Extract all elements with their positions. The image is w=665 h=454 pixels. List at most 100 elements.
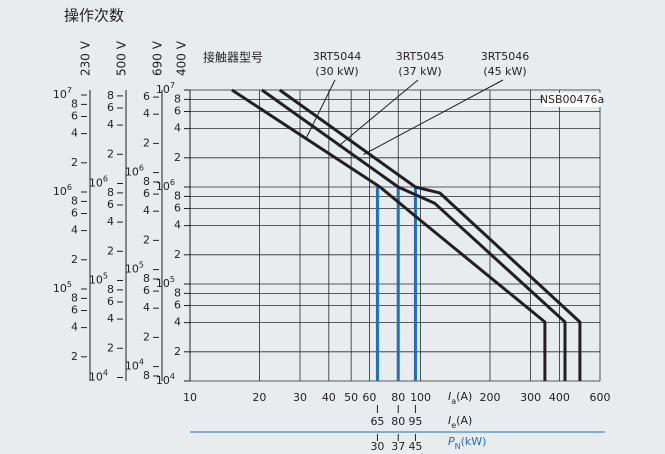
legend-name: 3RT5045 xyxy=(396,50,445,63)
tick-base: 10 xyxy=(125,360,139,373)
axis-tick-label: 6 xyxy=(143,284,150,297)
x-tick-label: 200 xyxy=(479,391,500,404)
x-tick-label: 600 xyxy=(590,391,611,404)
y-tick-label: 2 xyxy=(174,345,181,358)
ie-axis-title: Ie(A) xyxy=(448,414,472,430)
x-tick-label: 50 xyxy=(344,391,358,404)
axis-tick-label: 4 xyxy=(71,224,78,237)
y-tick-label: 6 xyxy=(174,299,181,312)
axis-tick-label: 4 xyxy=(107,215,114,228)
axis-tick-label: 6 xyxy=(107,101,114,114)
axis-tick-label: 106 xyxy=(125,163,144,179)
y-tick-label: 8 xyxy=(174,286,181,299)
axis-tick-label: 2 xyxy=(107,244,114,257)
y-tick-label: 4 xyxy=(174,122,181,135)
legend-title: 接触器型号 xyxy=(203,50,263,65)
axis-tick-label: 8 xyxy=(107,283,114,296)
x-tick-label: 400 xyxy=(549,391,570,404)
axis-tick-label: 4 xyxy=(71,127,78,140)
tick-exponent: 5 xyxy=(139,260,144,269)
tick-exponent: 6 xyxy=(67,182,72,191)
tick-base: 10 xyxy=(53,88,67,101)
y-tick-label: 104 xyxy=(156,372,175,388)
y-tick-label: 6 xyxy=(174,202,181,215)
axis-tick-label: 8 xyxy=(143,369,150,382)
legend-name: 3RT5044 xyxy=(313,50,362,63)
callout xyxy=(363,79,504,155)
pn-axis-title: PN(kW) xyxy=(448,435,486,451)
axis-tick-label: 106 xyxy=(53,182,72,198)
legend-note: (45 kW) xyxy=(483,65,526,78)
unit: (A) xyxy=(456,390,472,403)
axis-tick-label: 8 xyxy=(107,186,114,199)
axis-tick-label: 6 xyxy=(107,198,114,211)
symbol: I xyxy=(448,414,451,427)
tick-base: 10 xyxy=(156,83,170,96)
tick-base: 10 xyxy=(89,176,103,189)
axis-tick-label: 2 xyxy=(107,341,114,354)
tick-base: 10 xyxy=(156,374,170,387)
axis-tick-label: 106 xyxy=(89,174,108,190)
axis-tick-label: 105 xyxy=(53,279,72,295)
tick-exponent: 7 xyxy=(67,85,72,94)
y-tick-label: 4 xyxy=(174,219,181,232)
axis-tick-label: 8 xyxy=(71,97,78,110)
axis-tick-label: 2 xyxy=(107,147,114,160)
tick-base: 10 xyxy=(89,273,103,286)
symbol: I xyxy=(448,390,451,403)
y-tick-label: 6 xyxy=(174,105,181,118)
axis-tick-label: 8 xyxy=(71,194,78,207)
ie-label: 80 xyxy=(391,415,405,428)
callout xyxy=(305,79,336,139)
x-tick-label: 30 xyxy=(293,391,307,404)
subscript: a xyxy=(451,397,456,406)
axis-tick-label: 104 xyxy=(89,368,108,384)
y-tick-label: 8 xyxy=(174,189,181,202)
chart-title: 操作次数 xyxy=(64,7,124,25)
axis-tick-label: 105 xyxy=(89,271,108,287)
axis-tick-label: 4 xyxy=(71,321,78,334)
tick-exponent: 5 xyxy=(67,279,72,288)
symbol: P xyxy=(448,435,455,448)
axis-tick-label: 6 xyxy=(107,295,114,308)
axis-title: 500 V xyxy=(115,40,129,76)
x-tick-label: 60 xyxy=(362,391,376,404)
subscript: N xyxy=(455,442,461,451)
axis-tick-label: 6 xyxy=(71,207,78,220)
axis-title: 690 V xyxy=(151,40,165,76)
code-box xyxy=(543,93,601,107)
legend-note: (37 kW) xyxy=(398,65,441,78)
axis-tick-label: 104 xyxy=(125,357,144,373)
tick-exponent: 5 xyxy=(103,271,108,280)
axis-tick-label: 2 xyxy=(71,156,78,169)
axis-tick-label: 4 xyxy=(107,312,114,325)
tick-exponent: 6 xyxy=(170,178,175,187)
y-tick-label: 105 xyxy=(156,275,175,291)
tick-base: 10 xyxy=(125,263,139,276)
axis-tick-label: 2 xyxy=(143,233,150,246)
pn-label: 30 xyxy=(370,440,384,453)
x-tick-label: 100 xyxy=(410,391,431,404)
y-tick-label: 2 xyxy=(174,248,181,261)
x-tick-label: 40 xyxy=(322,391,336,404)
axis-tick-label: 4 xyxy=(107,118,114,131)
axis-tick-label: 4 xyxy=(143,301,150,314)
axis-tick-label: 6 xyxy=(71,110,78,123)
axis-tick-label: 107 xyxy=(53,85,72,101)
x-tick-label: 300 xyxy=(520,391,541,404)
tick-exponent: 4 xyxy=(103,368,108,377)
unit: (kW) xyxy=(461,435,487,448)
tick-base: 10 xyxy=(156,277,170,290)
tick-exponent: 4 xyxy=(170,372,175,381)
axis-title: 230 V xyxy=(79,40,93,76)
axis-tick-label: 6 xyxy=(71,304,78,317)
curve xyxy=(278,88,582,381)
axis-tick-label: 2 xyxy=(71,350,78,363)
x-tick-label: 20 xyxy=(252,391,266,404)
y-tick-label: 4 xyxy=(174,316,181,329)
curve xyxy=(261,88,567,381)
tick-exponent: 6 xyxy=(139,163,144,172)
y-tick-label: 106 xyxy=(156,178,175,194)
code: NSB00476a xyxy=(540,93,605,106)
